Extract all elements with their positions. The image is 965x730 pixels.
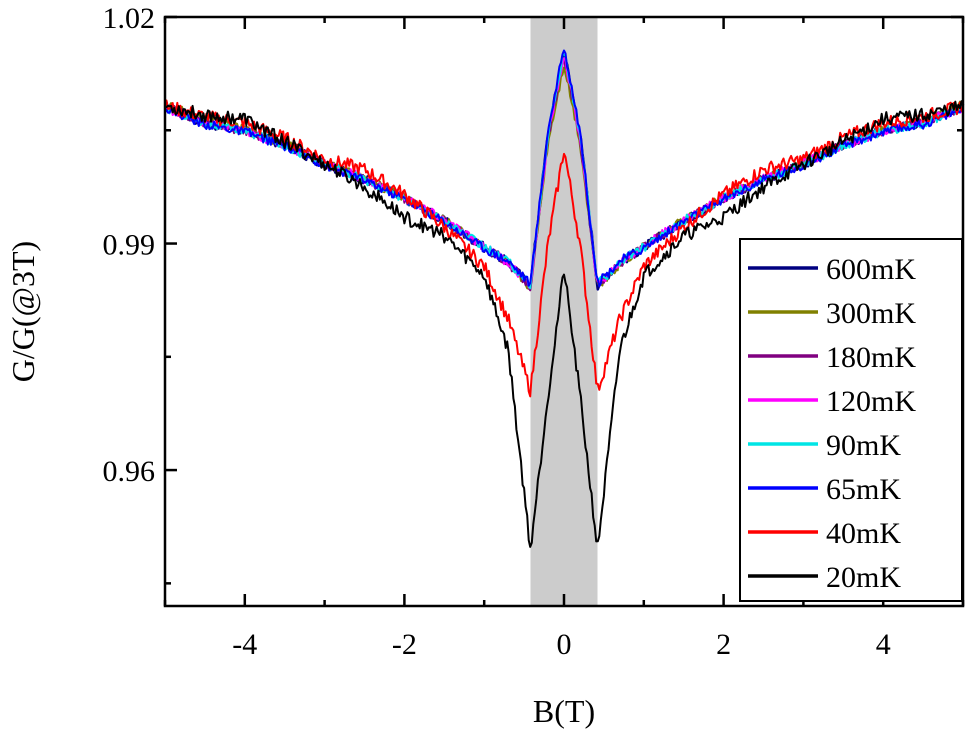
x-tick-label: 4 xyxy=(876,628,891,661)
x-axis-ticks: -4 -2 0 2 4 xyxy=(163,17,965,661)
y-tick-label: 1.02 xyxy=(103,2,156,35)
legend-label: 65mK xyxy=(826,473,901,506)
legend-label: 90mK xyxy=(826,429,901,462)
legend-label: 120mK xyxy=(826,385,916,418)
series-layer xyxy=(164,49,965,548)
legend-label: 300mK xyxy=(826,297,916,330)
x-tick-label: -4 xyxy=(232,628,257,661)
x-tick-label: 2 xyxy=(716,628,731,661)
legend: 600mK 300mK 180mK 120mK 90mK 65mK 40mK 20mK xyxy=(739,238,963,602)
legend-label: 600mK xyxy=(826,253,916,286)
x-tick-label: -2 xyxy=(392,628,417,661)
legend-box xyxy=(739,238,963,602)
series-line-20mK xyxy=(164,100,964,548)
legend-label: 20mK xyxy=(826,561,901,594)
shaded-region xyxy=(530,17,598,606)
y-tick-label: 0.96 xyxy=(103,455,156,488)
legend-label: 180mK xyxy=(826,341,916,374)
y-axis-ticks: 0.96 0.99 1.02 xyxy=(103,2,963,585)
x-axis-label: B(T) xyxy=(533,693,595,729)
y-axis-label: G/G(@3T) xyxy=(5,241,41,382)
y-tick-label: 0.99 xyxy=(103,229,156,262)
x-tick-label: 0 xyxy=(557,628,572,661)
legend-label: 40mK xyxy=(826,517,901,550)
